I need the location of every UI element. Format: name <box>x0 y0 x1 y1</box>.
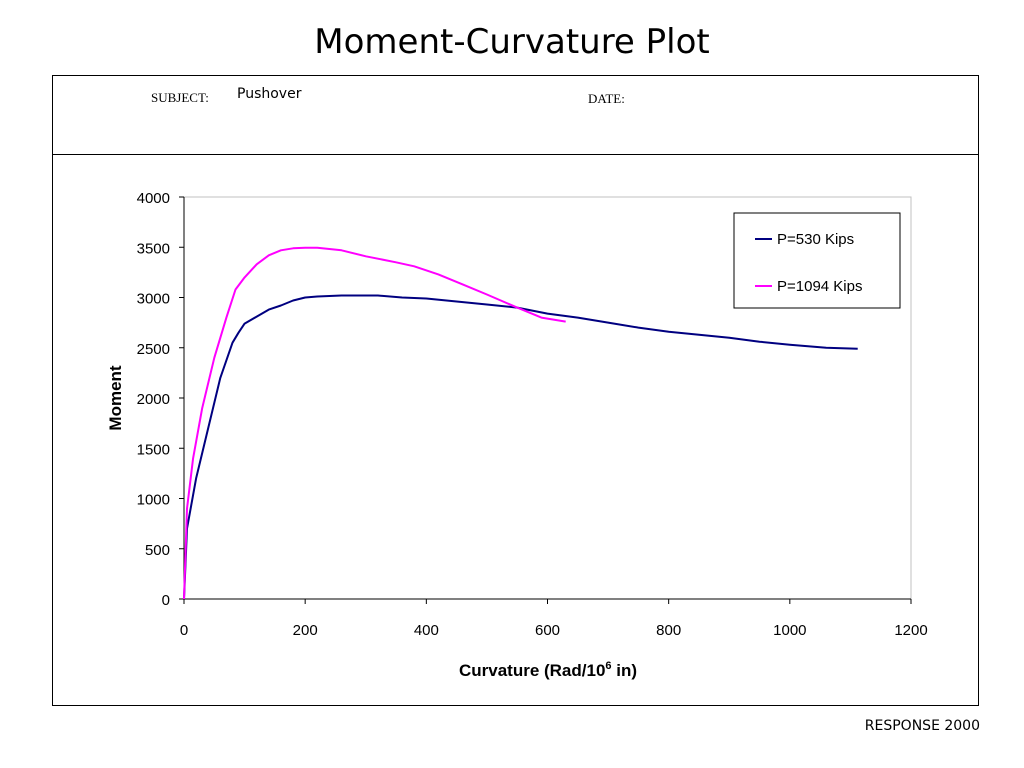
date-label: DATE: <box>588 91 625 106</box>
x-tick-label: 600 <box>535 622 560 639</box>
footer-credit: RESPONSE 2000 <box>864 718 980 734</box>
y-tick-label: 2000 <box>137 391 170 408</box>
y-tick-label: 500 <box>145 542 170 559</box>
x-tick-label: 0 <box>180 622 188 639</box>
x-axis-label-main: Curvature (Rad/10 <box>459 661 605 680</box>
y-tick-label: 4000 <box>137 190 170 207</box>
x-tick-label: 400 <box>414 622 439 639</box>
legend-label-2: P=1094 Kips <box>777 278 862 295</box>
x-axis-label-end: in) <box>612 661 638 680</box>
y-tick-label: 3000 <box>137 291 170 308</box>
legend-box <box>733 212 901 309</box>
x-tick-label: 1000 <box>773 622 806 639</box>
axes: 0 500 1000 1500 2000 2500 3000 3500 4000 0 200 400 6… <box>137 190 928 639</box>
y-tick-label: 1500 <box>137 441 170 458</box>
y-tick-label: 3500 <box>137 240 170 257</box>
legend-label-1: P=530 Kips <box>777 231 854 248</box>
series-layer <box>183 246 858 600</box>
x-axis-label-superscript: 6 <box>605 660 611 672</box>
header-divider <box>53 154 978 155</box>
y-axis-label: Moment <box>106 365 125 431</box>
report-frame: SUBJECT: Pushover DATE: <box>52 75 979 706</box>
subject-label: SUBJECT: <box>151 90 209 105</box>
series-line-2 <box>183 246 566 600</box>
slide-title: Moment-Curvature Plot <box>314 22 710 62</box>
y-tick-label: 2500 <box>137 341 170 358</box>
y-tick-label: 1000 <box>137 492 170 509</box>
x-tick-label: 200 <box>293 622 318 639</box>
legend: P=530 Kips P=1094 Kips <box>733 212 901 309</box>
subject-value: Pushover <box>237 86 302 102</box>
x-axis-label: Curvature (Rad/106 in) <box>459 660 637 680</box>
x-tick-label: 800 <box>656 622 681 639</box>
series-line-1 <box>183 294 858 600</box>
y-tick-label: 0 <box>162 592 170 609</box>
x-tick-label: 1200 <box>894 622 927 639</box>
